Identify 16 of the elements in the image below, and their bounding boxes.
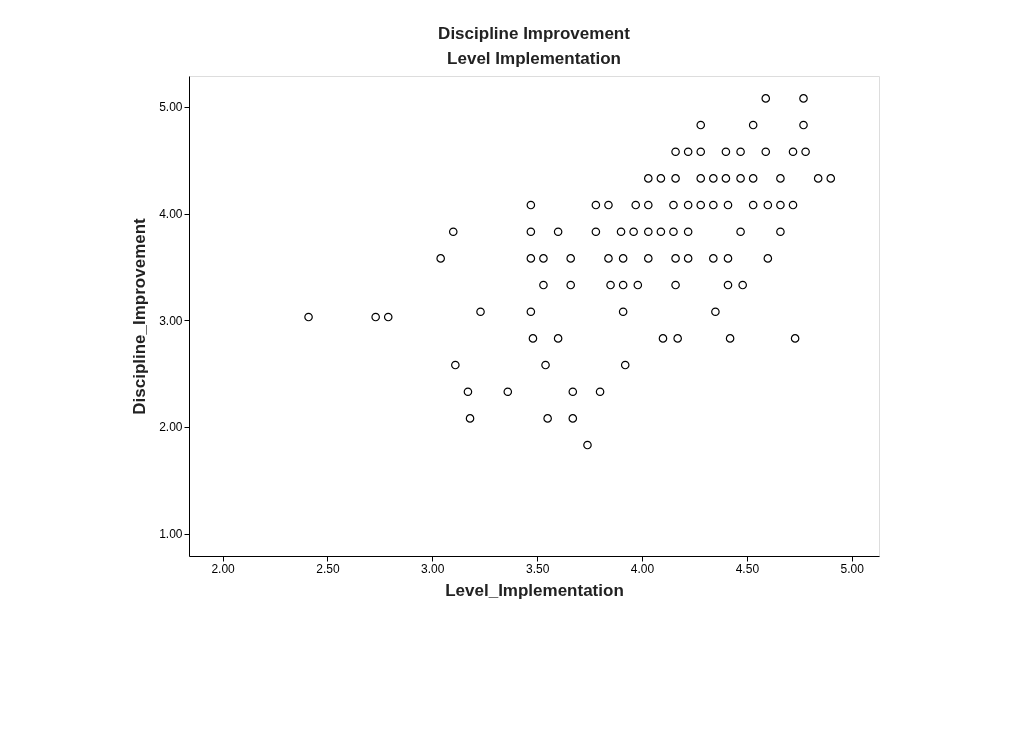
y-tick-label: 1.00 (159, 527, 183, 542)
x-tick-label: 2.00 (211, 561, 236, 576)
y-tick-label: 2.00 (159, 420, 183, 435)
x-tick-label: 4.50 (735, 561, 760, 576)
x-tick-label: 3.00 (421, 561, 445, 576)
x-tick-label: 3.50 (525, 561, 550, 576)
y-axis-title: Discipline_Improvement (130, 217, 150, 415)
y-tick-label: 5.00 (159, 100, 183, 115)
x-tick-label: 5.00 (840, 561, 865, 576)
y-tick-label: 4.00 (159, 207, 183, 222)
chart-subtitle: Level Implementation (447, 49, 621, 68)
x-tick-label: 4.00 (630, 561, 655, 576)
x-tick-label: 2.50 (316, 561, 340, 576)
chart-title: Discipline Improvement (438, 24, 631, 43)
y-tick-label: 3.00 (159, 313, 183, 328)
x-axis-title: Level_Implementation (445, 580, 624, 600)
